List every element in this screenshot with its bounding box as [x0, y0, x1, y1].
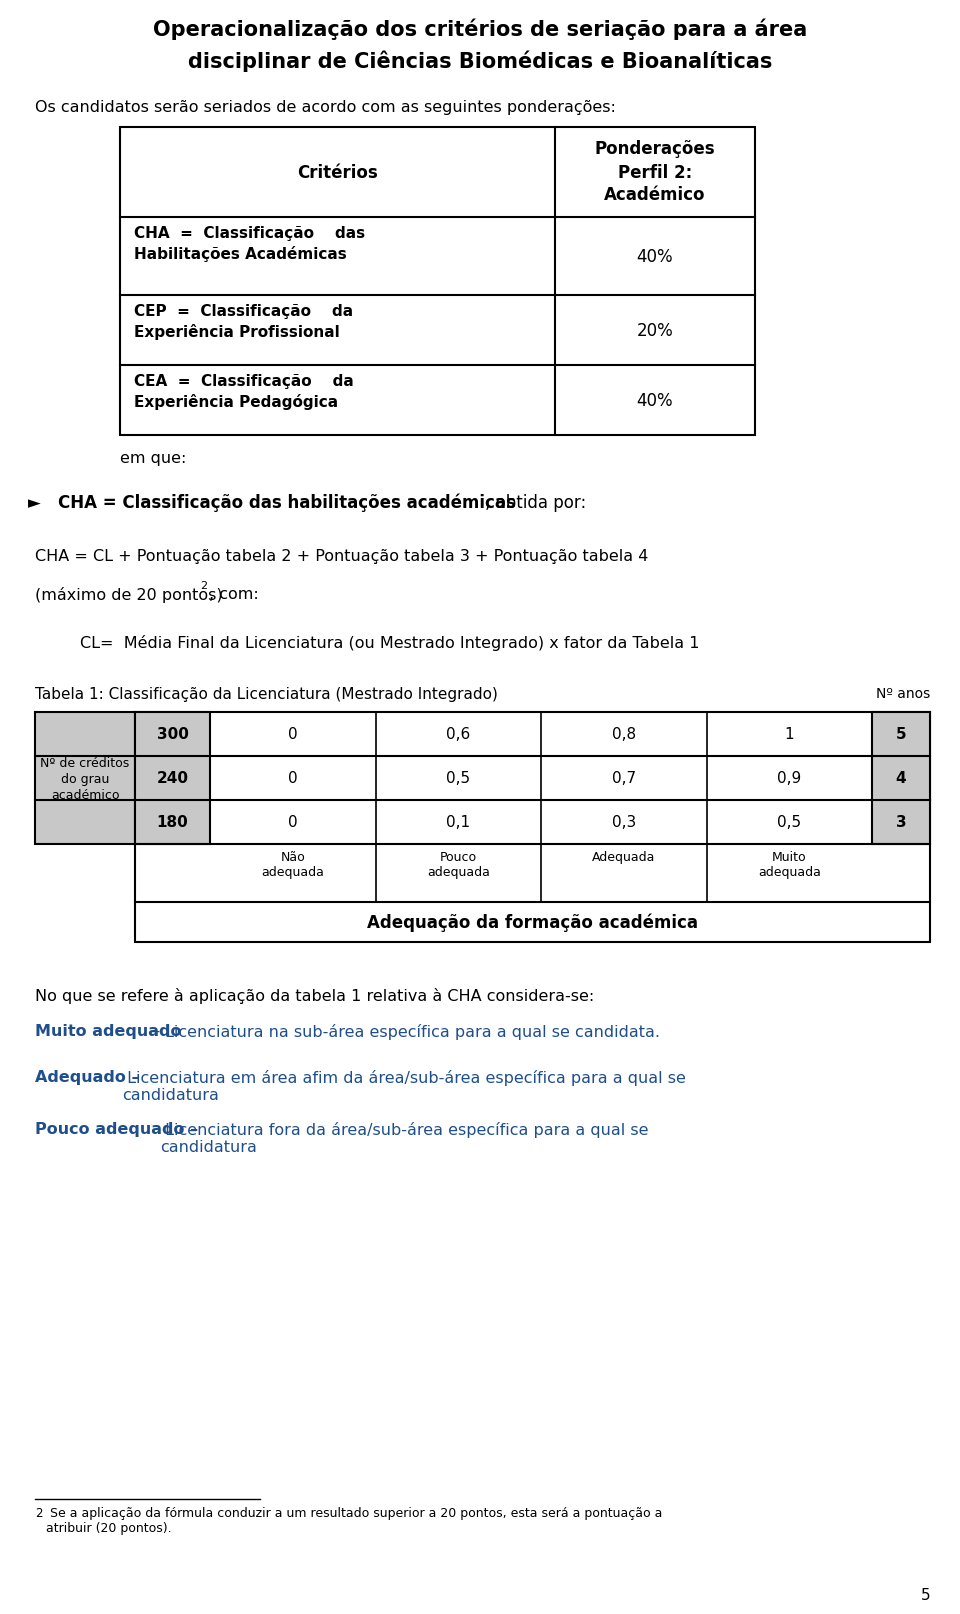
Text: Pouco adequado –: Pouco adequado – — [35, 1122, 198, 1136]
Text: 5: 5 — [921, 1587, 930, 1603]
Text: CL=  Média Final da Licenciatura (ou Mestrado Integrado) x fator da Tabela 1: CL= Média Final da Licenciatura (ou Mest… — [80, 634, 700, 650]
Text: 2: 2 — [200, 581, 207, 591]
Text: CHA = CL + Pontuação tabela 2 + Pontuação tabela 3 + Pontuação tabela 4: CHA = CL + Pontuação tabela 2 + Pontuaçã… — [35, 549, 648, 563]
Text: 20%: 20% — [636, 321, 673, 341]
Text: 4: 4 — [896, 771, 906, 786]
Text: Nº de créditos: Nº de créditos — [40, 757, 130, 770]
Text: 1: 1 — [784, 726, 794, 742]
Text: 40%: 40% — [636, 392, 673, 410]
Text: Licenciatura em área afim da área/sub-área específica para a qual se
candidatura: Licenciatura em área afim da área/sub-ár… — [122, 1070, 685, 1102]
Text: 0,6: 0,6 — [446, 726, 470, 742]
Bar — [872, 712, 930, 844]
Text: Académico: Académico — [604, 186, 706, 203]
Text: 0: 0 — [288, 771, 298, 786]
Text: 0,1: 0,1 — [446, 815, 470, 830]
Text: Perfil 2:: Perfil 2: — [618, 165, 692, 182]
Text: Experiência Profissional: Experiência Profissional — [134, 324, 340, 341]
Text: Adequada: Adequada — [592, 851, 656, 863]
Text: atribuir (20 pontos).: atribuir (20 pontos). — [46, 1520, 172, 1533]
Text: CEA  =  Classificação    da: CEA = Classificação da — [134, 374, 353, 389]
Text: disciplinar de Ciências Biomédicas e Bioanalíticas: disciplinar de Ciências Biomédicas e Bio… — [188, 50, 772, 71]
Text: 3: 3 — [896, 815, 906, 830]
Text: 5: 5 — [896, 726, 906, 742]
Text: Licenciatura fora da área/sub-área específica para a qual se
candidatura: Licenciatura fora da área/sub-área espec… — [160, 1122, 649, 1154]
Text: CHA = Classificação das habilitações académicas: CHA = Classificação das habilitações aca… — [58, 494, 516, 512]
Text: Ponderações: Ponderações — [594, 140, 715, 158]
Text: ►: ► — [28, 494, 40, 512]
Text: 0,5: 0,5 — [446, 771, 470, 786]
Text: em que:: em que: — [120, 450, 186, 466]
Text: 0,8: 0,8 — [612, 726, 636, 742]
Text: do grau: do grau — [60, 773, 109, 786]
Text: Adequado –: Adequado – — [35, 1070, 139, 1085]
Text: Muito
adequada: Muito adequada — [757, 851, 821, 878]
Text: 0,5: 0,5 — [778, 815, 802, 830]
Text: (máximo de 20 pontos): (máximo de 20 pontos) — [35, 586, 223, 602]
Text: No que se refere à aplicação da tabela 1 relativa à CHA considera-se:: No que se refere à aplicação da tabela 1… — [35, 988, 594, 1004]
Bar — [135, 712, 930, 943]
Text: Muito adequado: Muito adequado — [35, 1023, 181, 1038]
Text: , com:: , com: — [209, 586, 259, 602]
Text: Habilitações Académicas: Habilitações Académicas — [134, 245, 347, 261]
Text: académico: académico — [51, 789, 119, 802]
Text: Pouco
adequada: Pouco adequada — [427, 851, 490, 878]
Bar — [120, 128, 755, 436]
Text: Critérios: Critérios — [298, 165, 378, 182]
Text: , obtida por:: , obtida por: — [485, 494, 587, 512]
Text: CHA  =  Classificação    das: CHA = Classificação das — [134, 226, 365, 240]
Text: –: – — [147, 1023, 165, 1038]
Text: Os candidatos serão seriados de acordo com as seguintes ponderações:: Os candidatos serão seriados de acordo c… — [35, 100, 616, 115]
Bar — [35, 712, 135, 844]
Text: 240: 240 — [156, 771, 188, 786]
Text: Tabela 1: Classificação da Licenciatura (Mestrado Integrado): Tabela 1: Classificação da Licenciatura … — [35, 686, 498, 702]
Text: Operacionalização dos critérios de seriação para a área: Operacionalização dos critérios de seria… — [153, 18, 807, 39]
Text: 300: 300 — [156, 726, 188, 742]
Text: Se a aplicação da fórmula conduzir a um resultado superior a 20 pontos, esta ser: Se a aplicação da fórmula conduzir a um … — [46, 1506, 662, 1519]
Text: Experiência Pedagógica: Experiência Pedagógica — [134, 394, 338, 410]
Text: Licenciatura na sub-área específica para a qual se candidata.: Licenciatura na sub-área específica para… — [165, 1023, 660, 1039]
Text: 0,9: 0,9 — [778, 771, 802, 786]
Text: Não
adequada: Não adequada — [261, 851, 324, 878]
Text: 2: 2 — [35, 1506, 42, 1519]
Bar — [135, 712, 210, 844]
Text: 0,3: 0,3 — [612, 815, 636, 830]
Text: 0: 0 — [288, 726, 298, 742]
Text: 40%: 40% — [636, 249, 673, 266]
Text: 0: 0 — [288, 815, 298, 830]
Text: CEP  =  Classificação    da: CEP = Classificação da — [134, 303, 353, 320]
Text: Nº anos: Nº anos — [876, 686, 930, 700]
Text: 180: 180 — [156, 815, 188, 830]
Text: 0,7: 0,7 — [612, 771, 636, 786]
Text: Adequação da formação académica: Adequação da formação académica — [367, 914, 698, 931]
